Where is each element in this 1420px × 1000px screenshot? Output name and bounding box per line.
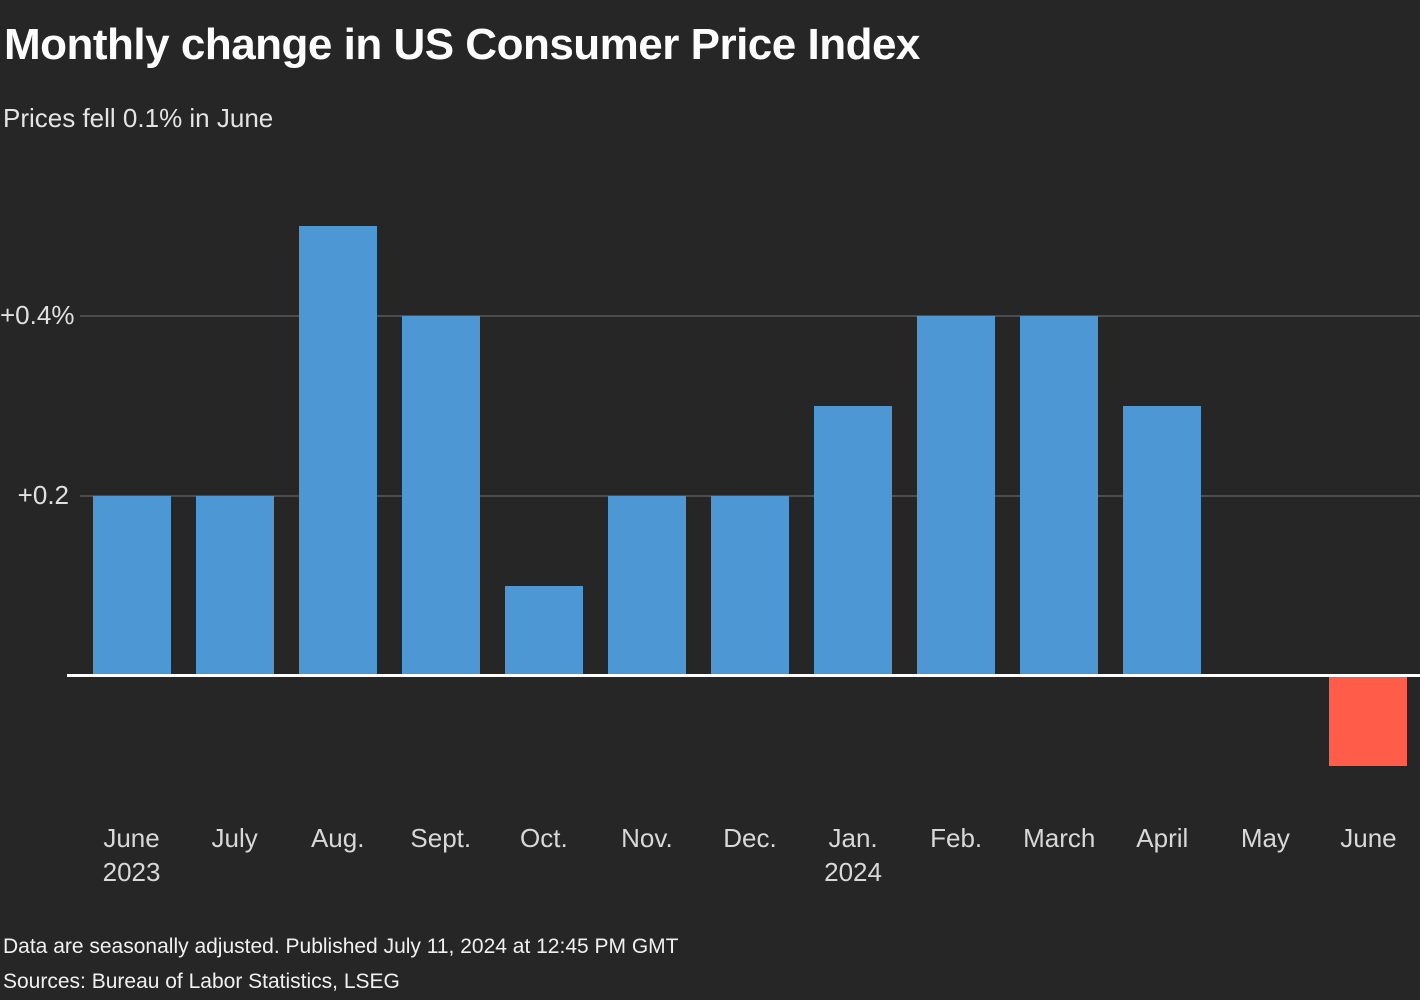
bar-june [1329, 676, 1408, 766]
bar-march [1020, 316, 1099, 676]
bar-july [195, 496, 274, 676]
x-axis-label-month: Aug. [310, 823, 365, 853]
gridline-0-4 [80, 315, 1420, 317]
chart-subtitle: Prices fell 0.1% in June [3, 103, 274, 133]
x-axis-label-month: Oct. [520, 823, 568, 853]
x-axis-label-june: June [1303, 821, 1420, 855]
bar-sept [401, 316, 480, 676]
x-axis-label-nov: Nov. [582, 821, 712, 855]
x-axis-label-month: Nov. [621, 823, 673, 853]
bar-feb [917, 316, 996, 676]
bar-june-2023 [92, 496, 171, 676]
y-axis-tick-0-2: +0.2 [17, 480, 69, 510]
bar-jan-2024 [814, 406, 893, 676]
x-axis-label-sept: Sept. [376, 821, 506, 855]
x-axis-label-dec: Dec. [685, 821, 815, 855]
chart-title: Monthly change in US Consumer Price Inde… [4, 20, 920, 69]
x-axis-label-jan-2024: Jan. 2024 [788, 821, 918, 889]
x-axis-label-march: March [994, 821, 1124, 855]
x-axis-label-june-2023: June 2023 [67, 821, 197, 889]
x-axis-label-month: July [211, 823, 258, 853]
x-axis-label-year: 2023 [102, 857, 161, 887]
x-axis-label-oct: Oct. [479, 821, 609, 855]
footer-note: Data are seasonally adjusted. Published … [3, 935, 679, 958]
x-axis-label-month: Jan. [828, 823, 878, 853]
bar-april [1123, 406, 1202, 676]
footer-sources: Sources: Bureau of Labor Statistics, LSE… [3, 970, 400, 993]
bar-aug [298, 226, 377, 676]
x-axis-label-may: May [1200, 821, 1330, 855]
x-axis-label-aug: Aug. [273, 821, 403, 855]
x-axis-label-month: May [1240, 823, 1290, 853]
x-axis-label-month: June [103, 823, 160, 853]
x-axis-label-feb: Feb. [891, 821, 1021, 855]
bar-oct [504, 586, 583, 676]
x-axis-label-year: 2024 [824, 857, 882, 887]
x-axis-label-month: March [1023, 823, 1096, 853]
bar-nov [607, 496, 686, 676]
x-axis-label-month: Feb. [930, 823, 983, 853]
y-axis-tick-0-4: +0.4% [0, 300, 75, 330]
x-axis-label-month: Sept. [410, 823, 472, 853]
zero-axis-line [67, 674, 1420, 677]
x-axis-label-month: April [1136, 823, 1189, 853]
x-axis-label-month: Dec. [723, 823, 777, 853]
chart-footer: Data are seasonally adjusted. Published … [3, 929, 679, 999]
x-axis-label-july: July [170, 821, 300, 855]
bar-dec [711, 496, 789, 676]
x-axis-label-april: April [1097, 821, 1227, 855]
x-axis-label-month: June [1340, 823, 1397, 853]
